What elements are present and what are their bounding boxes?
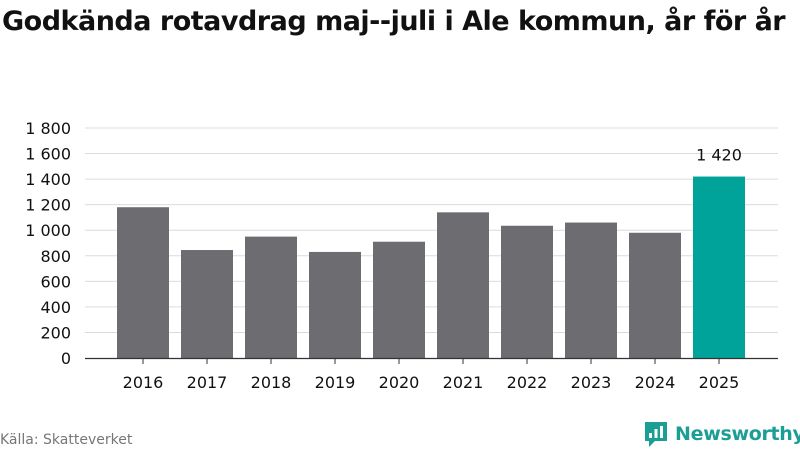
y-tick-label: 800 [40,247,71,266]
x-tick-label: 2018 [251,373,292,392]
chart-title: Godkända rotavdrag maj--juli i Ale kommu… [2,6,786,37]
bar-2022 [501,225,553,358]
y-tick-label: 200 [40,323,71,342]
y-axis-ticks: 0 200 400 600 800 1 000 1 200 1 400 1 600 1 800 [25,119,71,368]
y-tick-label: 1 200 [25,196,71,215]
x-tick-label: 2023 [571,373,612,392]
newsworthy-logo-icon [645,422,667,447]
x-tick-label: 2024 [635,373,676,392]
bar-2023 [565,222,617,358]
data-label: 1 420 [696,146,742,165]
bar-2021 [437,212,489,358]
bar-2024 [629,232,681,358]
y-tick-label: 0 [61,349,71,368]
bar-2019 [309,251,361,358]
x-tick-label: 2022 [507,373,548,392]
x-tick-label: 2021 [443,373,484,392]
bar-2025 [693,176,745,358]
y-tick-label: 600 [40,272,71,291]
x-tick-label: 2017 [187,373,228,392]
bar-2017 [181,250,233,358]
bar-2018 [245,236,297,358]
y-tick-label: 1 800 [25,119,71,138]
brand-logo[interactable]: Newsworthy [643,419,800,449]
y-tick-label: 1 400 [25,170,71,189]
y-tick-label: 400 [40,298,71,317]
y-tick-label: 1 000 [25,221,71,240]
bars [117,176,745,358]
x-tick-label: 2025 [699,373,740,392]
x-tick-label: 2020 [379,373,420,392]
bar-2016 [117,207,169,358]
x-axis-ticks: 2016 2017 2018 2019 2020 2021 2022 2023 2024 2025 [85,357,778,392]
source-note: Källa: Skatteverket [0,432,133,448]
bar-2020 [373,241,425,358]
x-tick-label: 2019 [315,373,356,392]
x-tick-label: 2016 [123,373,164,392]
brand-name: Newsworthy [675,423,800,445]
y-tick-label: 1 600 [25,145,71,164]
data-labels: 1 420 [696,146,742,165]
